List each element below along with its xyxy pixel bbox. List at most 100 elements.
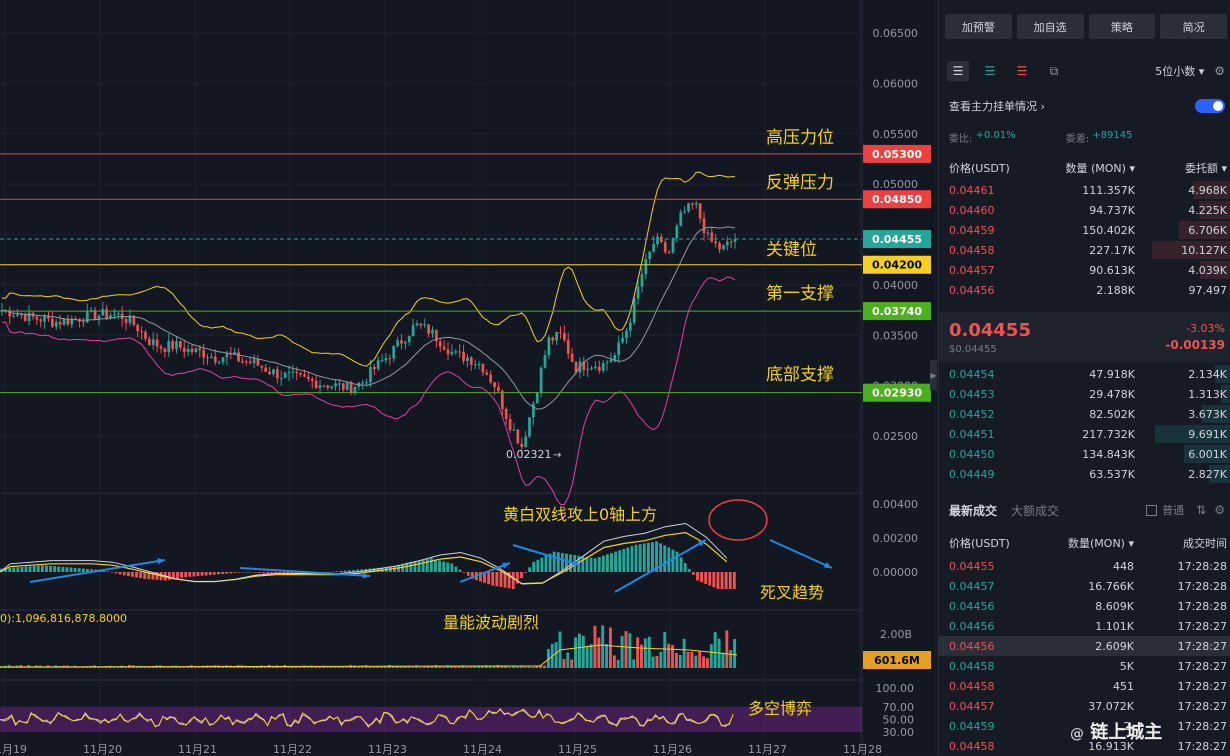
gear-icon[interactable]: ⚙ [1214, 503, 1225, 517]
volume-bar [597, 638, 600, 668]
qty-cell: 5K [1039, 660, 1134, 673]
macd-hist-bar [671, 550, 674, 572]
popout-icon[interactable]: ⧉ [1043, 61, 1065, 81]
macd-hist-bar [700, 572, 703, 582]
y-tick-label: 0.06000 [873, 77, 919, 90]
ob-qty-header[interactable]: 数量 (MON) ▾ [1045, 160, 1135, 178]
volume-bar [555, 642, 558, 668]
macd-hist-bar [209, 572, 212, 575]
volume-bar [687, 652, 690, 668]
candle-body [664, 242, 667, 252]
candle-body [55, 322, 58, 327]
add-watchlist-button[interactable]: 加自选 [1017, 14, 1084, 39]
candle-body [555, 332, 558, 341]
x-tick-label: 11月21 [178, 743, 217, 755]
candle-body [326, 386, 329, 388]
overview-button[interactable]: 简况 [1160, 14, 1227, 39]
volume-bar [648, 637, 651, 668]
x-tick-label: 11月19 [0, 743, 27, 755]
decimals-select[interactable]: 5位小数 ▾ [1155, 63, 1204, 79]
candle-body [505, 409, 508, 419]
candle-body [288, 372, 291, 373]
both-sides-view-icon[interactable]: ☰ [947, 61, 969, 81]
candle-body [35, 317, 38, 320]
tab-latest-trades[interactable]: 最新成交 [949, 502, 997, 519]
macd-hist-bar [131, 572, 134, 577]
price-cell: 0.04454 [949, 368, 1045, 381]
price-cell: 0.04456 [949, 600, 1039, 613]
macd-hist-bar [586, 557, 589, 572]
gear-icon[interactable]: ⚙ [1214, 64, 1225, 78]
macd-hist-bar [528, 567, 531, 572]
qty-cell: 227.17K [1045, 244, 1135, 257]
candle-body [532, 403, 535, 417]
macd-hist-bar [135, 572, 138, 577]
macd-hist-bar [74, 568, 77, 572]
chart-area[interactable]: 0.065000.060000.055000.050000.045000.040… [0, 0, 935, 755]
macd-hist-bar [66, 567, 69, 572]
macd-hist-bar [53, 566, 56, 572]
total-cell: 4.968K [1135, 184, 1227, 197]
main-orders-label[interactable]: 查看主力挂单情况 [949, 98, 1037, 114]
asks-view-icon[interactable]: ☰ [1011, 61, 1033, 81]
volume-bar [644, 639, 647, 668]
qty-cell: 150.402K [1045, 224, 1135, 237]
trade-qty-header[interactable]: 数量(MON) ▾ [1039, 535, 1134, 551]
candle-body [668, 252, 671, 253]
volume-bar [621, 636, 624, 668]
x-tick-label: 11月23 [368, 743, 407, 755]
candle-body [260, 366, 263, 368]
tab-large-trades[interactable]: 大额成交 [1011, 502, 1059, 519]
volume-label: 0):1,096,816,878.8000 [0, 612, 127, 625]
add-alert-button[interactable]: 加预警 [945, 14, 1012, 39]
candle-body [28, 313, 31, 322]
ob-total-header[interactable]: 委托额 ▾ [1135, 160, 1227, 178]
sort-icon[interactable]: ⇅ [1196, 503, 1206, 517]
qty-cell: 90.613K [1045, 264, 1135, 277]
macd-hist-bar [340, 571, 343, 572]
volume-y-tick: 2.00B [880, 628, 912, 641]
price-chart[interactable]: 0.065000.060000.055000.050000.045000.040… [0, 0, 935, 755]
candle-body [563, 333, 566, 340]
time-cell: 17:28:27 [1134, 640, 1227, 653]
candle-body [687, 203, 690, 211]
checkbox-icon[interactable] [1146, 505, 1157, 516]
panel-collapse-handle[interactable]: ▶ [930, 360, 937, 390]
candle-body [613, 355, 616, 360]
volume-bar [605, 644, 608, 668]
macd-hist-bar [45, 566, 48, 572]
strategy-button[interactable]: 策略 [1089, 14, 1156, 39]
candle-body [249, 361, 252, 363]
macd-hist-bar [450, 564, 453, 573]
macd-hist-bar [168, 572, 171, 580]
candle-body [144, 332, 147, 339]
macd-hist-bar [201, 572, 204, 576]
candle-body [629, 323, 632, 331]
macd-hist-bar [57, 567, 60, 572]
bids-view-icon[interactable]: ☰ [979, 61, 1001, 81]
candle-body [392, 346, 395, 358]
normal-filter[interactable]: 普通 [1146, 502, 1184, 518]
main-orders-toggle[interactable] [1195, 99, 1225, 113]
macd-hist-bar [246, 572, 249, 573]
